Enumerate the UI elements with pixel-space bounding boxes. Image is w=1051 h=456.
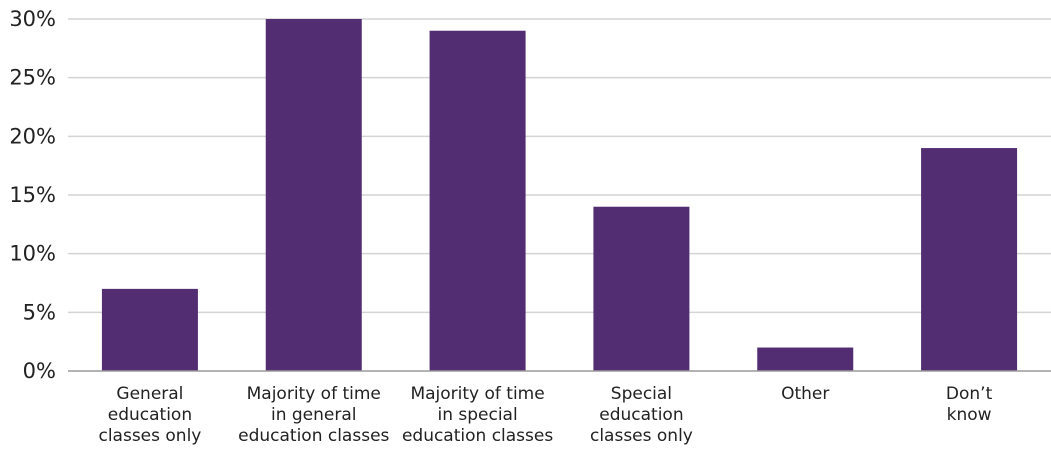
y-tick-label: 0% (23, 359, 56, 383)
x-tick-label-line: Special (611, 384, 672, 404)
y-tick-label: 5% (23, 300, 56, 324)
x-tick-label-line: Don’t (946, 384, 993, 404)
x-tick-label-line: know (947, 405, 992, 425)
x-tick-label-line: classes only (98, 426, 201, 446)
x-tick-label-line: in general (271, 405, 357, 425)
x-tick-label-line: education classes (238, 426, 389, 446)
y-tick-label: 15% (9, 183, 56, 207)
bar (265, 19, 362, 371)
x-tick-label-line: in special (437, 405, 517, 425)
x-tick-label: Special education classes only (590, 384, 693, 446)
bar (921, 148, 1018, 371)
y-tick-label: 25% (9, 66, 56, 90)
x-tick-label: Other (781, 384, 829, 404)
y-tick-label: 30% (9, 7, 56, 31)
x-tick-label-line: Majority of time (247, 384, 381, 404)
bar (429, 30, 526, 371)
x-tick-label: Majority of time in general education clas… (238, 384, 389, 446)
y-tick-label: 20% (9, 124, 56, 148)
x-tick-label-line: Majority of time (410, 384, 544, 404)
bar (757, 347, 854, 371)
x-tick-label-line: Other (781, 384, 829, 404)
x-tick-label: Don’t know (946, 384, 993, 425)
x-tick-label-line: General (116, 384, 183, 404)
bar (101, 288, 198, 371)
x-tick-label-line: education (108, 405, 192, 425)
y-tick-label: 10% (9, 242, 56, 266)
x-tick-label: Majority of time in special education clas… (402, 384, 553, 446)
bar (593, 206, 690, 371)
x-tick-label-line: education classes (402, 426, 553, 446)
x-tick-label: General education classes only (98, 384, 201, 446)
x-tick-label-line: classes only (590, 426, 693, 446)
x-tick-label-line: education (599, 405, 683, 425)
